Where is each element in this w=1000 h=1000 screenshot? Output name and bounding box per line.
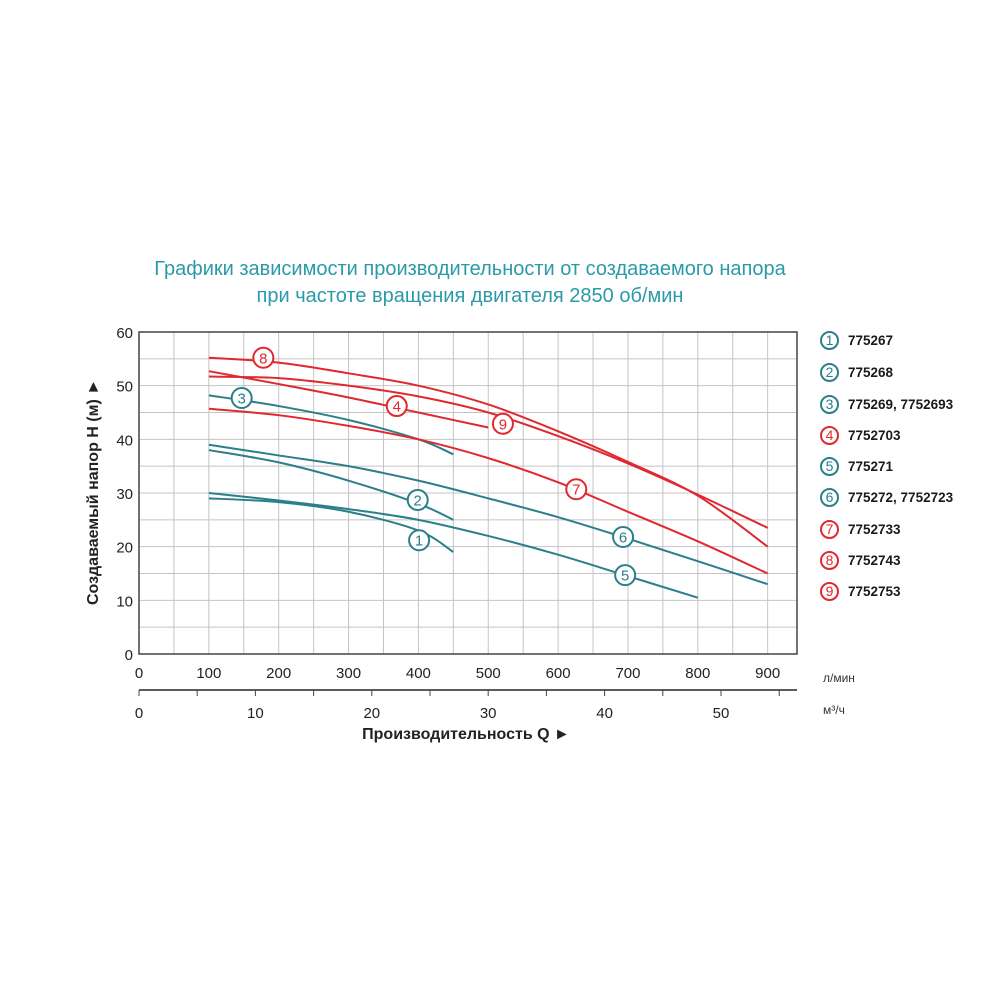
legend-label: 7752753 <box>848 583 901 599</box>
legend-label: 7752743 <box>848 552 901 568</box>
curve-marker-1: 1 <box>408 529 431 552</box>
curve-marker-3: 3 <box>230 387 253 410</box>
curve-9 <box>208 375 769 529</box>
x2-tick-label: 30 <box>480 705 497 722</box>
curve-marker-number: 9 <box>499 416 507 433</box>
legend-marker: 8 <box>820 550 839 570</box>
legend-item: 2 775268 <box>820 360 893 384</box>
curve-marker-number: 5 <box>621 568 629 585</box>
legend-marker: 9 <box>820 581 839 601</box>
legend-label: 775272, 7752723 <box>848 489 954 505</box>
legend-item: 9 7752753 <box>820 579 901 603</box>
x2-tick-label: 0 <box>135 705 143 722</box>
curve-marker-9: 9 <box>491 412 514 435</box>
chart-subtitle: при частоте вращения двигателя 2850 об/м… <box>256 285 684 307</box>
curve-marker-circle <box>565 478 588 501</box>
x-tick-label: 600 <box>546 665 571 682</box>
curve-marker-4: 4 <box>385 395 408 418</box>
y-tick-label: 50 <box>116 379 133 396</box>
legend-item: 6 775272, 7752723 <box>820 485 953 509</box>
legend-marker: 7 <box>820 519 839 539</box>
legend-marker: 6 <box>820 487 839 507</box>
curve-marker-circle <box>491 412 514 435</box>
legend-label: 7752703 <box>848 427 901 443</box>
curve-4 <box>208 370 489 429</box>
curve-marker-number: 8 <box>259 350 267 367</box>
curve-marker-2: 2 <box>406 488 429 511</box>
x2-tick-label: 20 <box>363 705 380 722</box>
x-unit-label: л/мин <box>823 671 855 685</box>
curve-2 <box>208 449 454 521</box>
x-tick-label: 300 <box>336 665 361 682</box>
x-tick-label: 500 <box>476 665 501 682</box>
legend-label: 775269, 7752693 <box>848 396 954 412</box>
curve-marker-5: 5 <box>614 564 637 587</box>
x-tick-label: 700 <box>615 665 640 682</box>
x-tick-label: 400 <box>406 665 431 682</box>
legend-marker: 2 <box>820 362 839 382</box>
y-tick-label: 20 <box>116 540 133 557</box>
x-tick-label: 100 <box>196 665 221 682</box>
curve-3 <box>208 394 454 456</box>
curve-marker-circle <box>230 387 253 410</box>
curve-marker-number: 2 <box>414 492 422 509</box>
legend-label: 7752733 <box>848 521 901 537</box>
y-tick-label: 10 <box>116 593 133 610</box>
x2-tick-label: 50 <box>713 705 730 722</box>
curve-1 <box>208 497 454 553</box>
curve-marker-number: 6 <box>619 530 627 547</box>
curve-marker-circle <box>612 526 635 549</box>
y-axis-title: Создаваемый напор H (м) ► <box>85 379 102 605</box>
curve-marker-circle <box>614 564 637 587</box>
curve-marker-number: 1 <box>415 533 423 550</box>
legend-marker: 3 <box>820 394 839 414</box>
legend-item: 8 7752743 <box>820 548 901 572</box>
curve-marker-number: 4 <box>393 399 401 416</box>
curve-marker-8: 8 <box>252 346 275 369</box>
legend-item: 4 7752703 <box>820 423 901 447</box>
x-tick-label: 200 <box>266 665 291 682</box>
y-tick-label: 60 <box>116 325 133 342</box>
y-tick-label: 40 <box>116 432 133 449</box>
x-axis-title: Производительность Q ► <box>362 726 570 743</box>
legend-marker: 1 <box>820 330 839 350</box>
curve-marker-circle <box>252 346 275 369</box>
curve-marker-circle <box>408 529 431 552</box>
x2-tick-label: 40 <box>596 705 613 722</box>
y-tick-label: 30 <box>116 486 133 503</box>
x-tick-label: 0 <box>135 665 143 682</box>
legend-item: 7 7752733 <box>820 517 901 541</box>
legend-item: 1 775267 <box>820 328 893 352</box>
legend-label: 775267 <box>848 332 894 348</box>
curve-marker-circle <box>406 488 429 511</box>
legend-label: 775271 <box>848 458 894 474</box>
curve-marker-number: 7 <box>572 482 580 499</box>
curve-7 <box>208 407 769 575</box>
curve-6 <box>208 443 768 586</box>
legend-item: 3 775269, 7752693 <box>820 392 953 416</box>
legend-marker: 5 <box>820 456 839 476</box>
curve-marker-circle <box>385 395 408 418</box>
y-tick-label: 0 <box>125 647 133 664</box>
legend-marker: 4 <box>820 425 839 445</box>
curve-marker-number: 3 <box>238 391 246 408</box>
curve-marker-6: 6 <box>612 526 635 549</box>
x-tick-label: 800 <box>685 665 710 682</box>
x2-unit-label: м³/ч <box>823 703 845 717</box>
x2-tick-label: 10 <box>247 705 264 722</box>
legend-label: 775268 <box>848 364 894 380</box>
chart-title: Графики зависимости производительности о… <box>154 258 786 280</box>
plot-frame <box>138 331 798 655</box>
x-tick-label: 900 <box>755 665 780 682</box>
legend-item: 5 775271 <box>820 454 893 478</box>
curve-marker-7: 7 <box>565 478 588 501</box>
